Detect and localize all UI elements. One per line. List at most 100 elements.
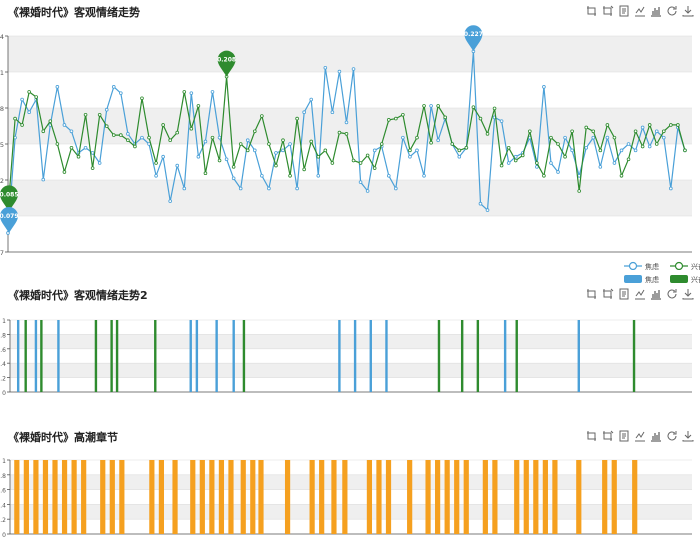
data-point[interactable] [386, 118, 391, 122]
data-point[interactable] [203, 139, 208, 144]
data-point[interactable] [76, 154, 81, 159]
data-point[interactable] [260, 173, 264, 178]
mark-point-pin[interactable] [464, 25, 483, 52]
data-point[interactable] [281, 138, 285, 142]
data-point[interactable] [309, 139, 314, 144]
data-point[interactable] [626, 157, 631, 162]
data-point[interactable] [295, 186, 299, 191]
data-point[interactable] [217, 158, 222, 163]
mark-point-pin[interactable] [0, 185, 18, 212]
data-point[interactable] [520, 153, 525, 158]
data-point[interactable] [97, 161, 102, 165]
data-point[interactable] [386, 173, 391, 178]
data-point[interactable] [20, 123, 24, 127]
bar[interactable] [309, 460, 315, 534]
bar[interactable] [199, 460, 205, 534]
data-point[interactable] [104, 107, 109, 112]
data-point[interactable] [577, 189, 581, 193]
data-point[interactable] [245, 148, 250, 153]
data-point[interactable] [147, 135, 151, 140]
data-point[interactable] [379, 142, 384, 146]
data-point[interactable] [210, 90, 215, 94]
data-point[interactable] [104, 124, 109, 129]
bar[interactable] [369, 320, 372, 392]
data-point[interactable] [669, 123, 673, 127]
data-point[interactable] [471, 105, 476, 109]
data-point[interactable] [140, 96, 144, 101]
data-point[interactable] [619, 173, 624, 178]
data-point[interactable] [401, 112, 405, 117]
data-point[interactable] [90, 166, 95, 170]
data-point[interactable] [168, 138, 172, 142]
data-point[interactable] [506, 161, 511, 165]
data-point[interactable] [647, 123, 652, 127]
legend-label[interactable]: 焦虑 [645, 262, 659, 270]
data-point[interactable] [513, 154, 518, 159]
bar[interactable] [228, 460, 234, 534]
data-point[interactable] [499, 119, 504, 123]
data-point[interactable] [189, 91, 194, 95]
data-point[interactable] [337, 69, 342, 74]
bar[interactable] [331, 460, 337, 534]
data-point[interactable] [111, 85, 116, 89]
data-point[interactable] [436, 138, 440, 142]
bar[interactable] [515, 320, 518, 392]
data-point[interactable] [676, 123, 680, 127]
data-point[interactable] [13, 116, 17, 121]
data-point[interactable] [351, 158, 356, 163]
data-point[interactable] [457, 148, 462, 153]
data-point[interactable] [55, 85, 60, 89]
legend-swatch[interactable] [670, 275, 688, 283]
bar[interactable] [463, 460, 469, 534]
data-point[interactable] [429, 140, 433, 145]
data-point[interactable] [549, 161, 553, 165]
data-point[interactable] [344, 132, 349, 136]
data-point[interactable] [633, 148, 638, 153]
bar[interactable] [602, 460, 608, 534]
bar[interactable] [240, 460, 246, 534]
data-point[interactable] [34, 95, 39, 99]
bar[interactable] [533, 460, 539, 534]
bar[interactable] [319, 460, 325, 534]
data-view-icon[interactable] [618, 5, 630, 17]
data-view-icon[interactable] [618, 288, 630, 300]
data-point[interactable] [598, 165, 603, 169]
data-point[interactable] [154, 173, 158, 178]
data-point[interactable] [62, 170, 67, 174]
data-point[interactable] [316, 154, 321, 159]
legend-marker[interactable] [628, 261, 638, 270]
data-point[interactable] [478, 116, 483, 121]
data-point[interactable] [55, 142, 60, 146]
data-point[interactable] [133, 144, 137, 149]
data-point[interactable] [372, 166, 377, 170]
data-point[interactable] [661, 129, 666, 134]
data-point[interactable] [429, 104, 433, 108]
bar[interactable] [577, 320, 580, 392]
data-point[interactable] [598, 148, 603, 153]
data-point[interactable] [182, 90, 187, 94]
data-point[interactable] [450, 142, 455, 146]
crop-icon[interactable] [586, 288, 598, 300]
data-point[interactable] [41, 177, 46, 182]
data-point[interactable] [513, 158, 518, 163]
bar[interactable] [172, 460, 178, 534]
data-point[interactable] [274, 151, 278, 155]
bar[interactable] [81, 460, 87, 534]
data-point[interactable] [654, 142, 659, 146]
data-point[interactable] [309, 97, 314, 102]
data-point[interactable] [619, 148, 624, 153]
data-point[interactable] [231, 176, 236, 181]
data-point[interactable] [27, 110, 31, 115]
legend-swatch[interactable] [624, 275, 642, 283]
data-point[interactable] [640, 125, 645, 130]
data-point[interactable] [161, 154, 165, 159]
data-point[interactable] [20, 97, 24, 102]
bar[interactable] [514, 460, 520, 534]
bar[interactable] [218, 460, 225, 534]
data-point[interactable] [464, 146, 469, 150]
data-point[interactable] [69, 129, 74, 134]
bar[interactable] [552, 460, 558, 534]
bar[interactable] [100, 460, 106, 534]
data-point[interactable] [245, 138, 250, 142]
data-point[interactable] [175, 163, 180, 168]
